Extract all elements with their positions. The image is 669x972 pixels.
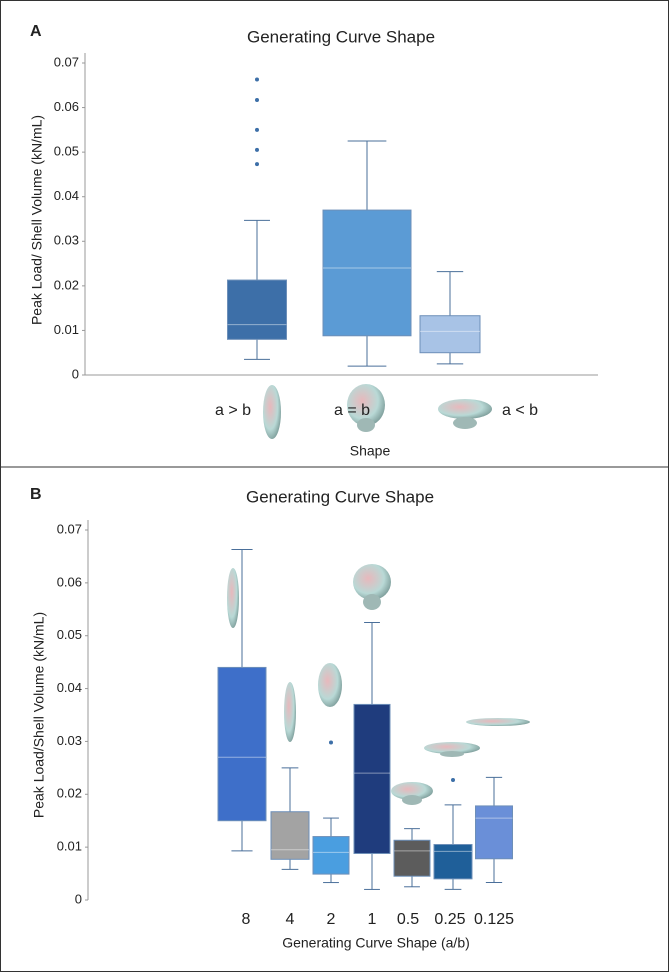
y-tick-label: 0.07 bbox=[57, 521, 82, 536]
y-tick-label: 0.03 bbox=[54, 233, 79, 248]
box bbox=[475, 805, 513, 860]
x-axis-label: Shape bbox=[350, 443, 391, 459]
y-tick-label: 0.06 bbox=[54, 99, 79, 114]
panel-label: A bbox=[30, 23, 42, 40]
box bbox=[433, 844, 473, 880]
chart-title: Generating Curve Shape bbox=[246, 487, 434, 506]
outlier bbox=[255, 147, 259, 152]
x-tick-label: 0.5 bbox=[397, 911, 419, 928]
outlier bbox=[329, 740, 333, 745]
box bbox=[217, 666, 267, 822]
panel-label: B bbox=[30, 486, 42, 503]
box bbox=[393, 839, 431, 877]
outlier bbox=[451, 778, 455, 783]
box bbox=[322, 209, 412, 337]
y-tick-label: 0.02 bbox=[54, 277, 79, 292]
box bbox=[270, 811, 310, 860]
y-tick-label: 0.03 bbox=[57, 733, 82, 748]
chart-title: Generating Curve Shape bbox=[247, 27, 435, 46]
x-tick-label: 2 bbox=[327, 911, 336, 928]
x-tick-label: 8 bbox=[242, 911, 251, 928]
y-axis-label: Peak Load/Shell Volume (kN/mL) bbox=[31, 612, 47, 818]
x-tick-label: a < b bbox=[502, 402, 538, 419]
x-tick-label: 1 bbox=[368, 911, 377, 928]
y-tick-label: 0.02 bbox=[57, 786, 82, 801]
shape-icons bbox=[227, 384, 530, 805]
box bbox=[312, 836, 350, 875]
y-tick-label: 0.01 bbox=[57, 839, 82, 854]
y-tick-label: 0.05 bbox=[57, 627, 82, 642]
x-tick-label: a > b bbox=[215, 402, 251, 419]
y-tick-label: 0.06 bbox=[57, 574, 82, 589]
box bbox=[419, 315, 481, 354]
box bbox=[227, 279, 287, 340]
y-axis-label: Peak Load/ Shell Volume (kN/mL) bbox=[29, 115, 45, 325]
y-tick-label: 0.04 bbox=[57, 680, 82, 695]
y-tick-label: 0.05 bbox=[54, 144, 79, 159]
y-tick-label: 0 bbox=[75, 891, 82, 906]
outlier bbox=[255, 97, 259, 102]
y-tick-label: 0.01 bbox=[54, 322, 79, 337]
outlier bbox=[255, 127, 259, 132]
outlier bbox=[255, 162, 259, 167]
y-tick-label: 0 bbox=[72, 366, 79, 381]
x-tick-label: 0.125 bbox=[474, 911, 514, 928]
x-tick-label: a = b bbox=[334, 402, 370, 419]
y-tick-label: 0.04 bbox=[54, 188, 79, 203]
x-axis-label: Generating Curve Shape (a/b) bbox=[282, 935, 470, 951]
y-tick-label: 0.07 bbox=[54, 54, 79, 69]
outlier bbox=[255, 77, 259, 82]
x-tick-label: 0.25 bbox=[434, 911, 465, 928]
box bbox=[353, 703, 391, 854]
x-tick-label: 4 bbox=[286, 911, 295, 928]
